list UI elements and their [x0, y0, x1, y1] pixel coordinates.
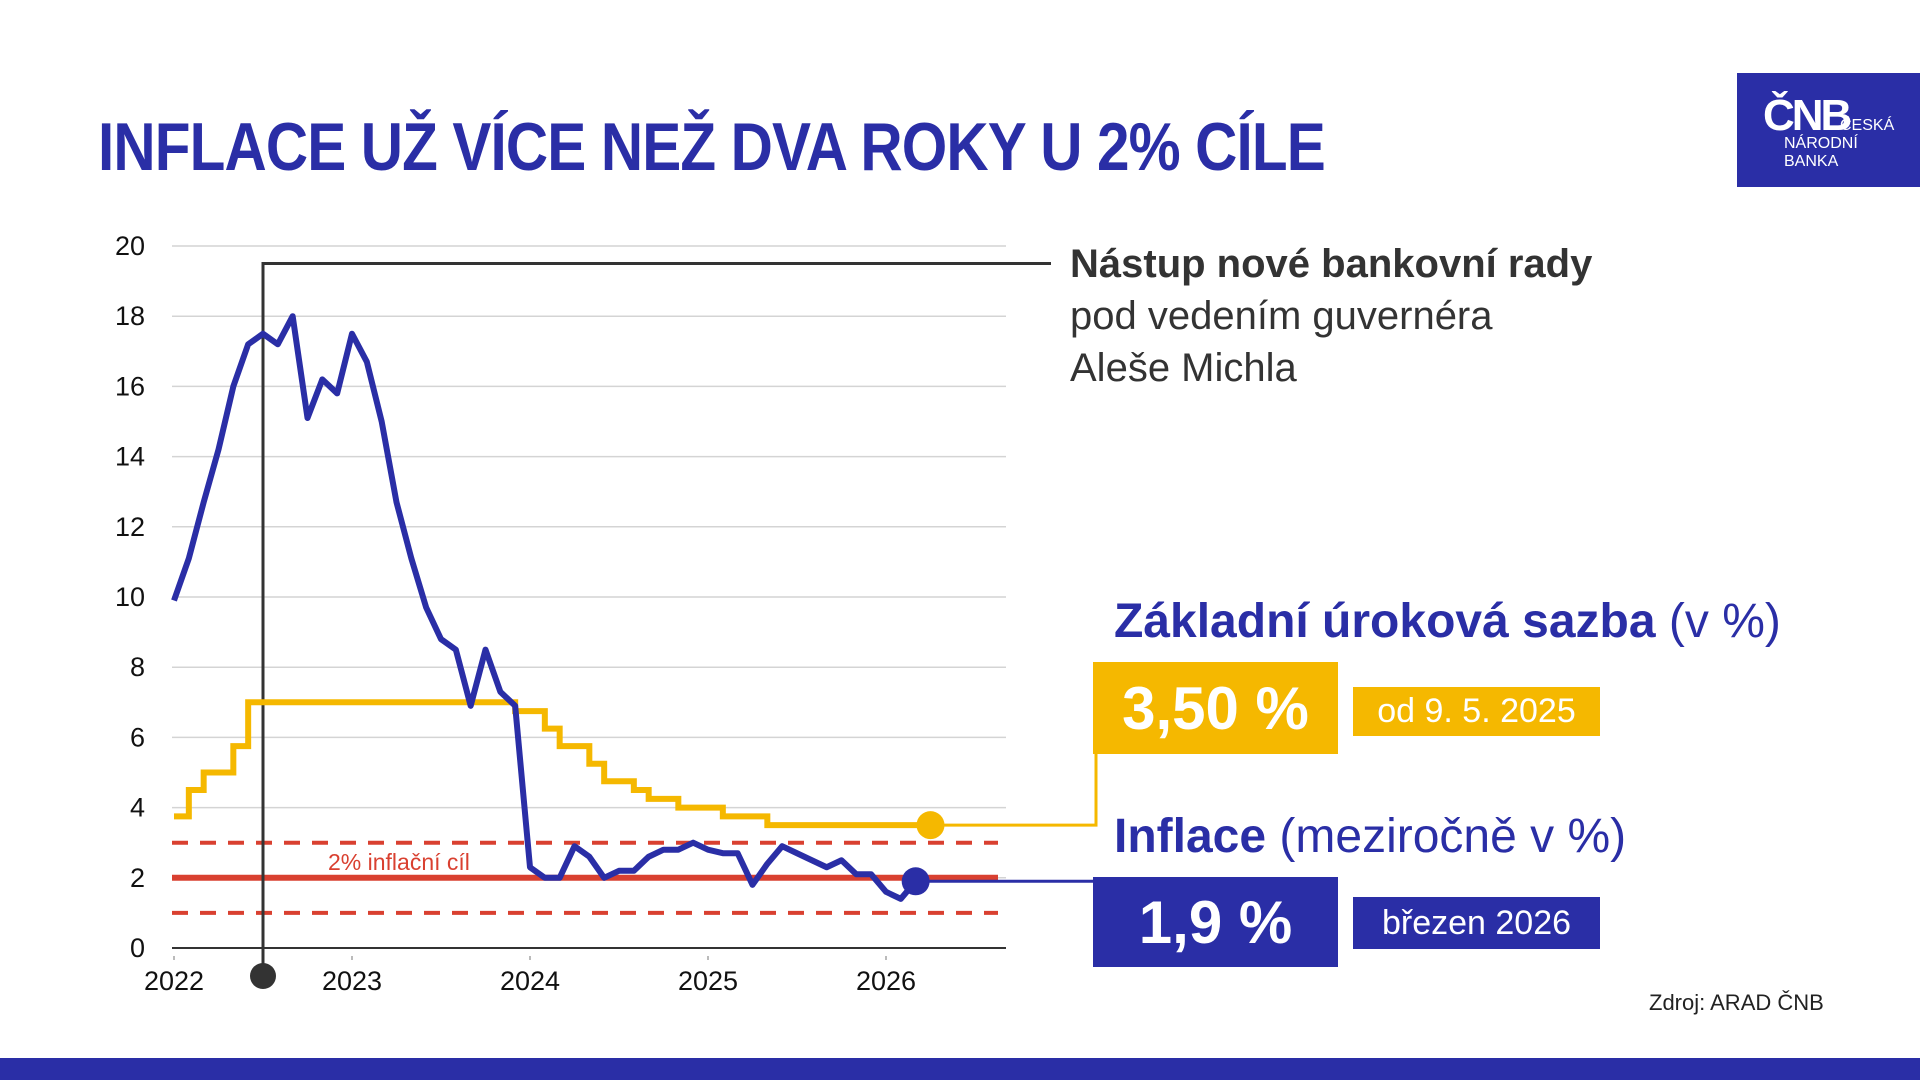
y-tick-label: 10 [115, 582, 145, 612]
logo-text-2: NÁRODNÍ BANKA [1784, 135, 1858, 171]
y-tick-label: 8 [130, 652, 145, 682]
bottom-bar [0, 1058, 1920, 1080]
logo-text-1: ČESKÁ [1840, 117, 1895, 134]
x-tick-label: 2023 [322, 966, 382, 996]
x-tick-label: 2024 [500, 966, 560, 996]
inflation-unit: (meziročně v %) [1279, 810, 1627, 863]
x-tick-label: 2025 [678, 966, 738, 996]
logo-mark: ČNB [1763, 91, 1852, 140]
annotation-line2: pod vedením guvernéra [1070, 294, 1493, 338]
y-tick-label: 16 [115, 371, 145, 401]
rate-series-line [174, 699, 931, 829]
y-tick-label: 14 [115, 442, 145, 472]
y-tick-label: 4 [130, 793, 145, 823]
inflation-last-point [901, 867, 930, 896]
rate-last-point [916, 811, 945, 840]
y-tick-label: 2 [130, 863, 145, 893]
y-tick-label: 20 [115, 231, 145, 261]
y-tick-label: 6 [130, 722, 145, 752]
x-tick-label: 2026 [856, 966, 916, 996]
inflation-heading: Inflace (meziročně v %) [1114, 809, 1626, 864]
rate-unit: (v %) [1668, 595, 1781, 648]
y-tick-label: 18 [115, 301, 145, 331]
event-annotation: Nástup nové bankovní rady pod vedením gu… [1070, 238, 1592, 394]
annotation-line3: Aleše Michla [1070, 346, 1297, 390]
inflation-period-box: březen 2026 [1353, 897, 1600, 949]
rate-connector [930, 754, 1098, 827]
y-tick-label: 12 [115, 512, 145, 542]
rate-value-box: 3,50 % [1093, 662, 1338, 754]
logo-text-2a: NÁRODNÍ [1784, 135, 1858, 152]
rate-since-box: od 9. 5. 2025 [1353, 687, 1600, 736]
inflation-series-line [171, 313, 918, 902]
inflation-value-box: 1,9 % [1093, 877, 1338, 967]
page-title: INFLACE UŽ VÍCE NEŽ DVA ROKY U 2% CÍLE [98, 109, 1326, 185]
y-tick-label: 0 [130, 933, 145, 963]
inflation-heading-text: Inflace [1114, 810, 1267, 863]
target-label: 2% inflační cíl [328, 849, 470, 875]
source-note: Zdroj: ARAD ČNB [1649, 990, 1824, 1015]
rate-heading: Základní úroková sazba (v %) [1114, 594, 1781, 649]
annotation-bold: Nástup nové bankovní rady [1070, 242, 1593, 286]
x-tick-label: 2022 [144, 966, 204, 996]
event-marker-dot [250, 963, 276, 989]
event-marker-line [261, 262, 1051, 976]
logo-text-3: BANKA [1784, 153, 1839, 170]
cnb-logo: ČNB ČESKÁ NÁRODNÍ BANKA [1737, 73, 1920, 187]
rate-heading-text: Základní úroková sazba [1114, 595, 1656, 648]
